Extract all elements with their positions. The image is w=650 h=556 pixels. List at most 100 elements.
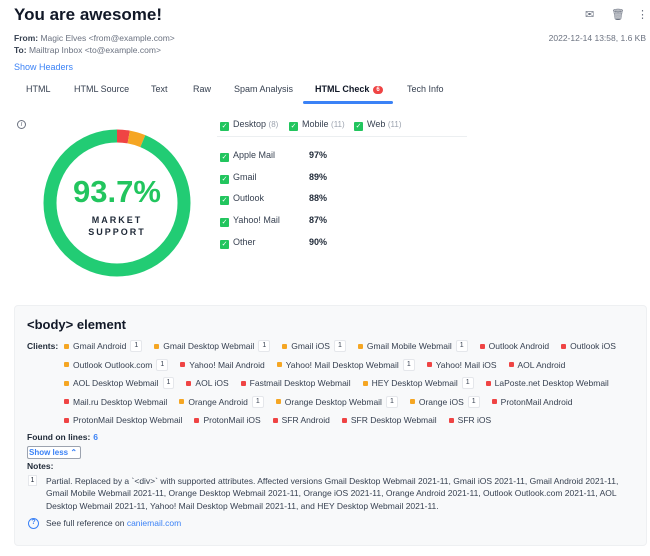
client-name: Outlook Android [488,341,550,351]
tab-raw[interactable]: Raw [193,84,212,94]
note-ref: 1 [455,340,468,352]
client-percent: 97% [309,150,328,160]
client-chip: AOL Android [508,358,566,372]
clients-label: Clients: [27,341,59,351]
client-name: Orange iOS [418,396,464,407]
note-ref: 1 [162,377,175,389]
note-ref: 1 [258,340,271,352]
client-name: Yahoo! Mail [233,215,280,225]
client-name: Gmail iOS [291,341,330,351]
unsupported-status-icon [64,399,69,404]
unsupported-status-icon [180,362,186,367]
client-chip: AOL Desktop Webmail 1 [64,376,175,390]
client-row-gmail[interactable]: ✓ Gmail 89% [220,172,420,184]
client-name: AOL Android [517,359,566,370]
unsupported-status-icon [240,380,246,386]
more-vertical-icon[interactable]: ⋮ [637,9,648,21]
client-name: Orange Android [188,396,248,407]
client-row-yahoo-mail[interactable]: ✓ Yahoo! Mail 87% [220,215,420,227]
client-chip: Gmail iOS 1 [282,339,346,353]
market-support-donut [43,129,191,277]
unsupported-status-icon [561,343,567,349]
filter-label: Web [367,119,386,129]
unsupported-status-icon [186,380,192,386]
client-chip: ProtonMail Android [491,395,572,409]
tab-html-source[interactable]: HTML Source [74,84,130,94]
partial-status-icon [179,399,185,404]
client-chip: Outlook iOS [561,339,616,353]
market-support-label: MARKET SUPPORT [88,215,146,237]
client-chip: Yahoo! Mail Android [180,358,265,372]
tab-text[interactable]: Text [151,84,168,94]
filter-count: (11) [387,120,402,129]
divider [217,136,467,137]
show-headers-link[interactable]: Show Headers [14,62,74,72]
client-name: AOL iOS [195,378,229,388]
filter-count: (11) [331,120,345,129]
unsupported-status-icon [426,362,432,367]
to-label: To: [14,45,27,55]
client-name: SFR iOS [457,415,492,425]
note-ref: 1 [467,395,480,408]
client-chip: ProtonMail iOS [194,413,261,427]
client-percent: 90% [309,237,328,247]
client-percent: 88% [309,193,328,203]
forward-icon[interactable]: ✉ [585,9,595,21]
client-row-outlook[interactable]: ✓ Outlook 88% [220,193,420,205]
note-ref: 1 [130,340,143,352]
client-row-apple-mail[interactable]: ✓ Apple Mail 97% [220,150,420,162]
filter-web[interactable]: ✓ Web (11) [354,119,402,131]
partial-status-icon [282,343,288,349]
trash-icon[interactable]: 🗑 [611,9,625,21]
checkbox-checked-icon: ✓ [220,153,229,162]
unsupported-status-icon [272,417,278,423]
client-chip: Outlook Android [479,339,550,353]
unsupported-status-icon [64,417,69,423]
client-chip: Gmail Desktop Webmail 1 [154,339,271,353]
checkbox-checked-icon: ✓ [220,196,229,205]
client-row-other[interactable]: ✓ Other 90% [220,237,420,249]
checkbox-checked-icon: ✓ [354,122,363,131]
partial-status-icon [275,399,281,404]
to-line: To: Mailtrap Inbox <to@example.com> [14,45,161,55]
client-name: ProtonMail Desktop Webmail [73,415,183,425]
found-line-link[interactable]: 6 [93,432,99,442]
checkbox-checked-icon: ✓ [289,122,298,131]
reference-text: See full reference on [46,518,125,528]
unsupported-status-icon [485,380,491,386]
tab-spam-analysis[interactable]: Spam Analysis [234,84,294,94]
date-size: 2022-12-14 13:58, 1.6 KB [548,33,646,43]
from-label: From: [14,33,39,43]
found-label: Found on lines: [27,432,91,442]
client-chip: Mail.ru Desktop Webmail [64,395,167,409]
donut-segment-supported [43,129,191,277]
client-chip: SFR Android [272,413,330,427]
reference-line: See full reference on caniemail.com [46,518,181,528]
found-on-lines: Found on lines: 6 [27,432,98,442]
info-icon[interactable]: i [17,120,26,129]
client-name: Yahoo! Mail Android [189,359,265,370]
element-card [14,305,647,546]
tab-html[interactable]: HTML [26,84,51,94]
partial-status-icon [409,399,415,404]
client-name: Yahoo! Mail iOS [435,359,497,370]
client-chip: SFR iOS [448,413,492,427]
filter-desktop[interactable]: ✓ Desktop (8) [220,119,278,131]
show-less-button[interactable]: Show less ⌃ [27,446,81,459]
client-name: Outlook iOS [570,341,616,351]
partial-status-icon [154,343,160,349]
tab-html-check[interactable]: HTML Check 6 [315,84,383,94]
note-ref: 1 [251,395,264,408]
note-text: Partial. Replaced by a `<div>` with supp… [46,476,619,511]
unsupported-status-icon [508,362,514,367]
checkbox-checked-icon: ✓ [220,175,229,184]
client-name: LaPoste.net Desktop Webmail [494,378,609,388]
filter-mobile[interactable]: ✓ Mobile (11) [289,119,345,131]
caniemail-link[interactable]: caniemail.com [126,518,182,528]
unsupported-status-icon [479,343,485,349]
client-chip: Yahoo! Mail iOS [426,358,497,372]
note-number: 1 [28,475,37,486]
client-name: Outlook Outlook.com [73,359,153,370]
tab-tech-info[interactable]: Tech Info [407,84,444,94]
client-chip: Yahoo! Mail Desktop Webmail 1 [276,358,415,372]
